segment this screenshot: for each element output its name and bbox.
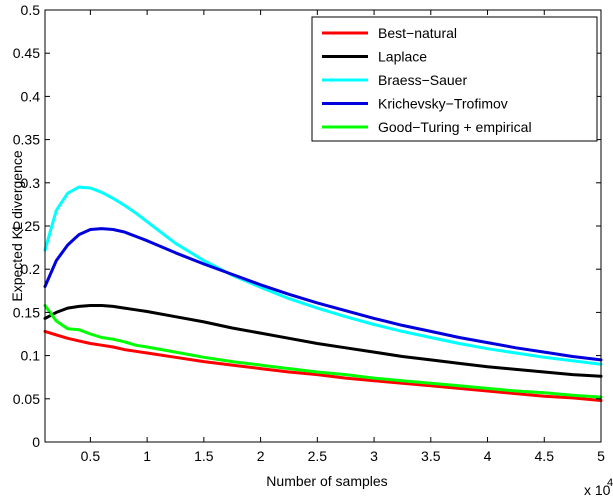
y-tick-label: 0.1 <box>21 348 41 364</box>
x-axis-multiplier-exponent: 4 <box>607 477 613 489</box>
x-tick-label: 1 <box>143 448 151 464</box>
y-tick-label: 0.45 <box>13 45 40 61</box>
x-axis-multiplier: x 10 <box>584 482 611 498</box>
y-tick-label: 0.05 <box>13 391 40 407</box>
x-tick-label: 2 <box>257 448 265 464</box>
legend-label-0: Best−natural <box>378 25 457 41</box>
y-tick-label: 0.15 <box>13 304 40 320</box>
x-tick-label: 2.5 <box>308 448 328 464</box>
y-tick-label: 0.5 <box>21 2 41 18</box>
x-tick-label: 1.5 <box>194 448 214 464</box>
y-tick-label: 0.35 <box>13 132 40 148</box>
x-axis-ticks: 0.5 1 1.5 2 2.5 3 3.5 4 4.5 5 <box>81 10 605 464</box>
x-axis-label: Number of samples <box>266 473 387 489</box>
series-line-4 <box>43 304 603 399</box>
y-tick-label: 0.3 <box>21 175 41 191</box>
legend-label-1: Laplace <box>378 49 427 65</box>
legend: Best−natural Laplace Braess−Sauer Krichevsk… <box>311 16 598 142</box>
y-tick-label: 0.25 <box>13 218 40 234</box>
series-lines <box>43 185 603 402</box>
x-tick-label: 0.5 <box>81 448 101 464</box>
legend-label-4: Good−Turing + empirical <box>378 119 532 135</box>
x-tick-label: 4.5 <box>535 448 555 464</box>
x-tick-label: 3.5 <box>421 448 441 464</box>
series-line-3 <box>43 227 603 362</box>
y-tick-label: 0.2 <box>21 261 41 277</box>
x-tick-label: 4 <box>484 448 492 464</box>
y-axis-ticks: 0 0.05 0.1 0.15 0.2 0.25 0.3 0.35 0.4 0.45 0.5 <box>13 2 601 450</box>
series-line-0 <box>43 329 603 402</box>
legend-label-2: Braess−Sauer <box>378 72 467 88</box>
series-line-1 <box>43 304 603 378</box>
x-tick-label: 3 <box>370 448 378 464</box>
series-line-2 <box>43 185 603 366</box>
y-tick-label: 0.4 <box>21 88 41 104</box>
legend-label-3: Krichevsky−Trofimov <box>378 96 508 112</box>
x-tick-label: 5 <box>597 448 605 464</box>
y-axis-label: Expected KL divergence <box>9 150 25 301</box>
y-tick-label: 0 <box>32 434 40 450</box>
